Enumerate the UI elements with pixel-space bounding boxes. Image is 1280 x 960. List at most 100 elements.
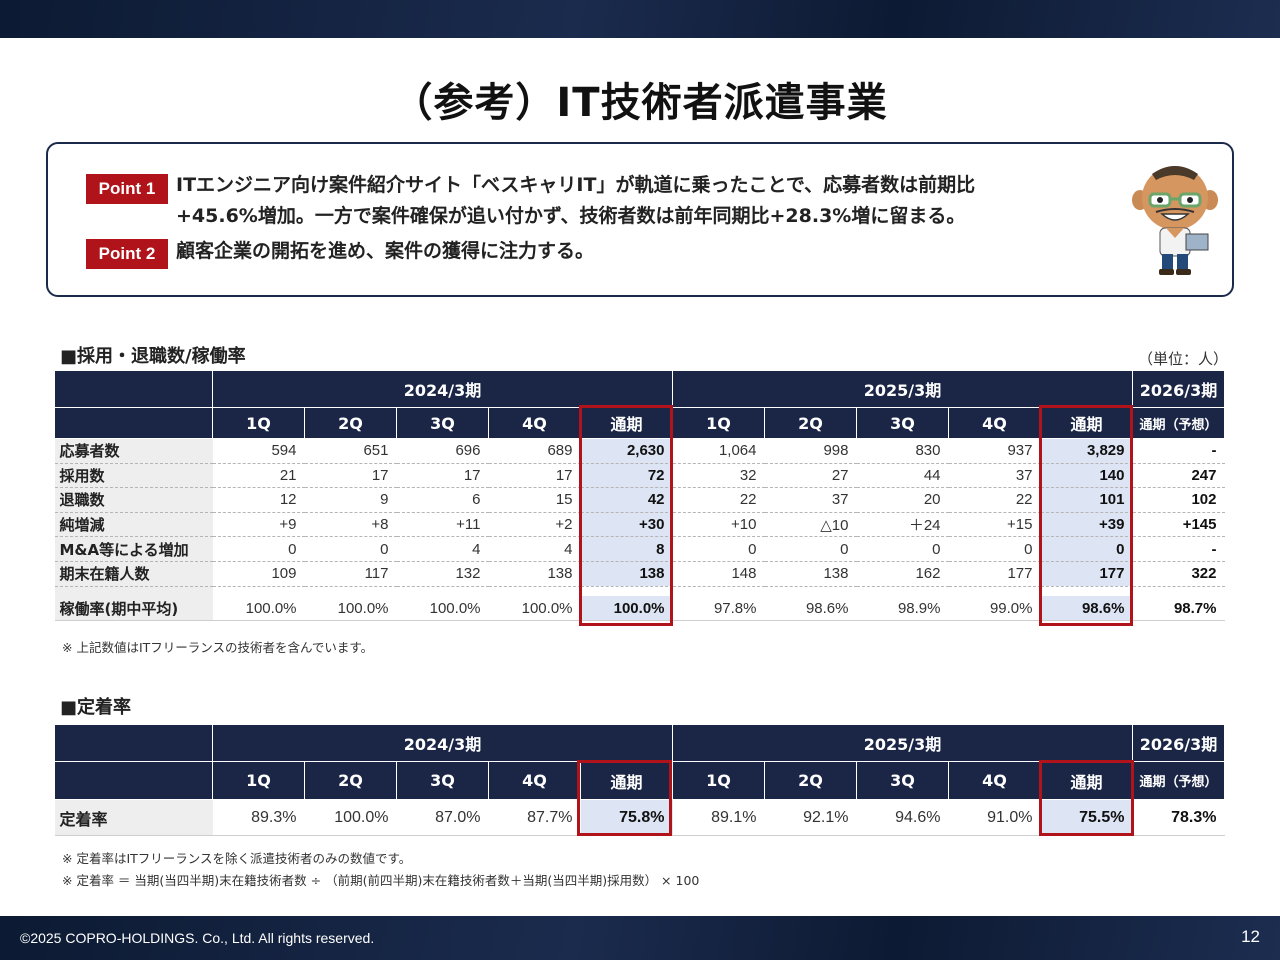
table-cell: 9: [304, 487, 397, 513]
table-cell: +11: [396, 512, 489, 538]
table-cell: 32: [672, 463, 765, 489]
table-cell: 4: [488, 536, 581, 562]
table-cell: 651: [304, 438, 397, 464]
table-cell: 830: [856, 438, 949, 464]
table-cell: 100.0%: [304, 596, 397, 622]
table-cell: 87.7%: [488, 799, 581, 836]
row-label: 純増減: [54, 512, 213, 538]
table-cell: ＋24: [856, 512, 949, 538]
table-cell: -: [1132, 536, 1225, 562]
table-cell: △10: [764, 512, 857, 538]
table-cell: 27: [764, 463, 857, 489]
point-1-text-line-2: +45.6%増加。一方で案件確保が追い付かず、技術者数は前年同期比+28.3%増…: [176, 205, 966, 227]
hiring-table: 2024/3期 2025/3期 2026/3期 1Q 2Q 3Q 4Q 通期 1Q 2Q 3Q…: [54, 370, 1225, 622]
table-cell: 97.8%: [672, 596, 765, 622]
table-cell: 17: [304, 463, 397, 489]
column-header: 3Q: [856, 761, 949, 800]
table-cell: 100.0%: [580, 596, 673, 622]
table-cell: 100.0%: [488, 596, 581, 622]
table-cell: +9: [212, 512, 305, 538]
table-cell: 78.3%: [1132, 799, 1225, 836]
retention-section-title: ■定着率: [60, 697, 132, 718]
table-cell: 162: [856, 561, 949, 587]
table-cell: 20: [856, 487, 949, 513]
top-banner: [0, 0, 1280, 38]
table-cell: +145: [1132, 512, 1225, 538]
retention-note-1: ※ 定着率はITフリーランスを除く派遣技術者のみの数値です。: [62, 851, 412, 866]
table-cell: 4: [396, 536, 489, 562]
table-row: 期末在籍人数 109 117 132 138 138 148 138 162 177 177 322: [54, 561, 1225, 587]
table-cell: 12: [212, 487, 305, 513]
header-corner: [54, 761, 213, 800]
table-cell: 132: [396, 561, 489, 587]
table-cell: 322: [1132, 561, 1225, 587]
table-cell: 689: [488, 438, 581, 464]
table-cell: 22: [948, 487, 1041, 513]
page-number: 12: [1241, 927, 1260, 946]
table-cell: 99.0%: [948, 596, 1041, 622]
column-header: 1Q: [672, 761, 765, 800]
table-cell: 696: [396, 438, 489, 464]
row-label: 稼働率(期中平均): [54, 596, 213, 622]
retention-note-2: ※ 定着率 ＝ 当期(当四半期)末在籍技術者数 ÷ （前期(前四半期)末在籍技術…: [62, 873, 700, 888]
row-label: 採用数: [54, 463, 213, 489]
copyright-text: ©2025 COPRO-HOLDINGS. Co., Ltd. All righ…: [20, 930, 375, 946]
table-cell: 91.0%: [948, 799, 1041, 836]
point-2-text: 顧客企業の開拓を進め、案件の獲得に注力する。: [176, 240, 595, 262]
hiring-note: ※ 上記数値はITフリーランスの技術者を含んでいます。: [62, 640, 374, 655]
column-header: 2Q: [304, 761, 397, 800]
column-header: 1Q: [672, 407, 765, 439]
table-cell: 37: [948, 463, 1041, 489]
table-cell: 75.8%: [580, 799, 673, 836]
table-row: 退職数 12 9 6 15 42 22 37 20 22 101 102: [54, 487, 1225, 513]
table-cell: 17: [488, 463, 581, 489]
table-cell: 6: [396, 487, 489, 513]
table-cell: 72: [580, 463, 673, 489]
period-header-2025: 2025/3期: [672, 724, 1133, 762]
period-header-2026: 2026/3期: [1132, 724, 1225, 762]
column-header: 4Q: [948, 761, 1041, 800]
table-cell: 44: [856, 463, 949, 489]
table-cell: +30: [580, 512, 673, 538]
table-row: M&A等による増加 0 0 4 4 8 0 0 0 0 0-: [54, 536, 1225, 562]
table-cell: 98.7%: [1132, 596, 1225, 622]
table-cell: 138: [488, 561, 581, 587]
column-header: 通期: [1040, 761, 1133, 800]
table-cell: +10: [672, 512, 765, 538]
column-header: 通期（予想）: [1132, 407, 1225, 439]
table-cell: 148: [672, 561, 765, 587]
table-cell: 140: [1040, 463, 1133, 489]
table-cell: 177: [948, 561, 1041, 587]
column-header: 3Q: [396, 761, 489, 800]
row-label: 定着率: [54, 799, 213, 836]
period-header-2026: 2026/3期: [1132, 370, 1225, 408]
table-row: 定着率 89.3% 100.0% 87.0% 87.7% 75.8% 89.1% 92.1% 9…: [54, 799, 1225, 836]
table-cell: 100.0%: [396, 596, 489, 622]
table-cell: +8: [304, 512, 397, 538]
table-cell: 0: [1040, 536, 1133, 562]
table-cell: 101: [1040, 487, 1133, 513]
row-label: M&A等による増加: [54, 536, 213, 562]
table-cell: -: [1132, 438, 1225, 464]
table-cell: 102: [1132, 487, 1225, 513]
table-cell: 138: [764, 561, 857, 587]
table-cell: 0: [212, 536, 305, 562]
table-cell: 138: [580, 561, 673, 587]
table-cell: 42: [580, 487, 673, 513]
table-cell: 17: [396, 463, 489, 489]
column-header: 3Q: [396, 407, 489, 439]
table-cell: 0: [304, 536, 397, 562]
header-corner: [54, 370, 213, 408]
table-cell: 0: [764, 536, 857, 562]
retention-table: 2024/3期 2025/3期 2026/3期 1Q 2Q 3Q 4Q 通期 1Q 2Q 3Q…: [54, 724, 1225, 836]
table-row: 純増減 +9 +8 +11 +2 +30 +10 △10 ＋24 +15 +39 +145: [54, 512, 1225, 538]
table-cell: 87.0%: [396, 799, 489, 836]
column-header: 1Q: [212, 407, 305, 439]
table-cell: 100.0%: [212, 596, 305, 622]
table-cell: 21: [212, 463, 305, 489]
table-row: 採用数 21 17 17 17 72 32 27 44 37 140 247: [54, 463, 1225, 489]
column-header: 通期: [580, 761, 673, 800]
table-cell: 98.9%: [856, 596, 949, 622]
table-cell: 89.1%: [672, 799, 765, 836]
period-header-2024: 2024/3期: [212, 370, 673, 408]
